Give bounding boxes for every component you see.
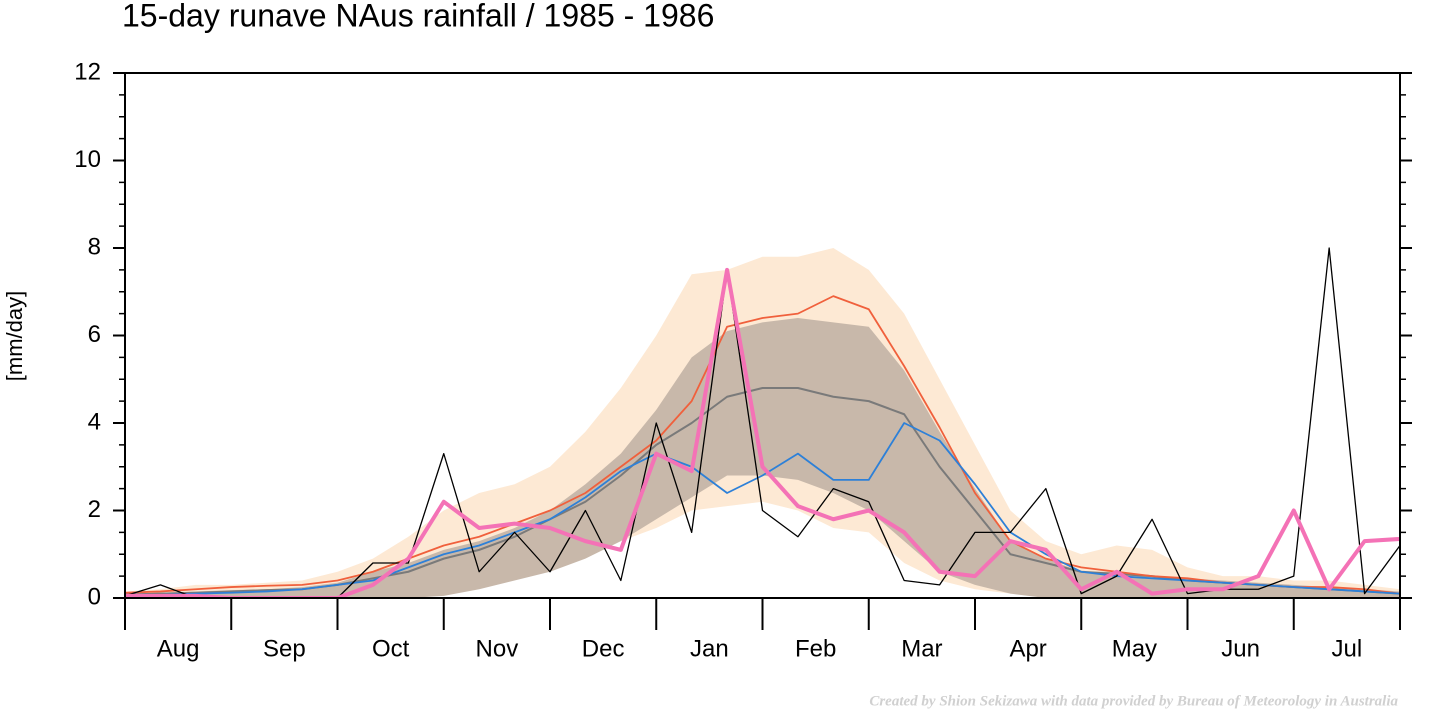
y-tick-label: 8: [88, 233, 101, 260]
x-tick-label: May: [1112, 635, 1157, 662]
x-tick-label: Aug: [157, 635, 200, 662]
series-line: [125, 295, 1400, 595]
y-tick-label: 0: [88, 583, 101, 610]
y-tick-label: 12: [74, 58, 101, 85]
y-tick-label: 6: [88, 321, 101, 348]
x-tick-label: Mar: [901, 635, 942, 662]
x-tick-label: Jul: [1332, 635, 1363, 662]
chart-title: 15-day runave NAus rainfall / 1985 - 198…: [122, 0, 714, 33]
x-tick-label: Jun: [1221, 635, 1260, 662]
y-tick-label: 2: [88, 496, 101, 523]
series-line: [125, 422, 1400, 597]
series-line: [125, 247, 1400, 598]
y-tick-label: 4: [88, 408, 101, 435]
x-tick-label: Dec: [582, 635, 625, 662]
credit: Created by Shion Sekizawa with data prov…: [869, 693, 1398, 709]
y-tick-label: 10: [74, 146, 101, 173]
x-tick-label: Oct: [372, 635, 410, 662]
x-tick-label: Feb: [795, 635, 836, 662]
x-tick-label: Sep: [263, 635, 306, 662]
y-axis-label: [mm/day]: [2, 291, 27, 381]
x-tick-label: Nov: [476, 635, 519, 662]
series-line: [125, 267, 1400, 598]
x-tick-label: Apr: [1009, 635, 1046, 662]
x-tick-label: Jan: [690, 635, 729, 662]
